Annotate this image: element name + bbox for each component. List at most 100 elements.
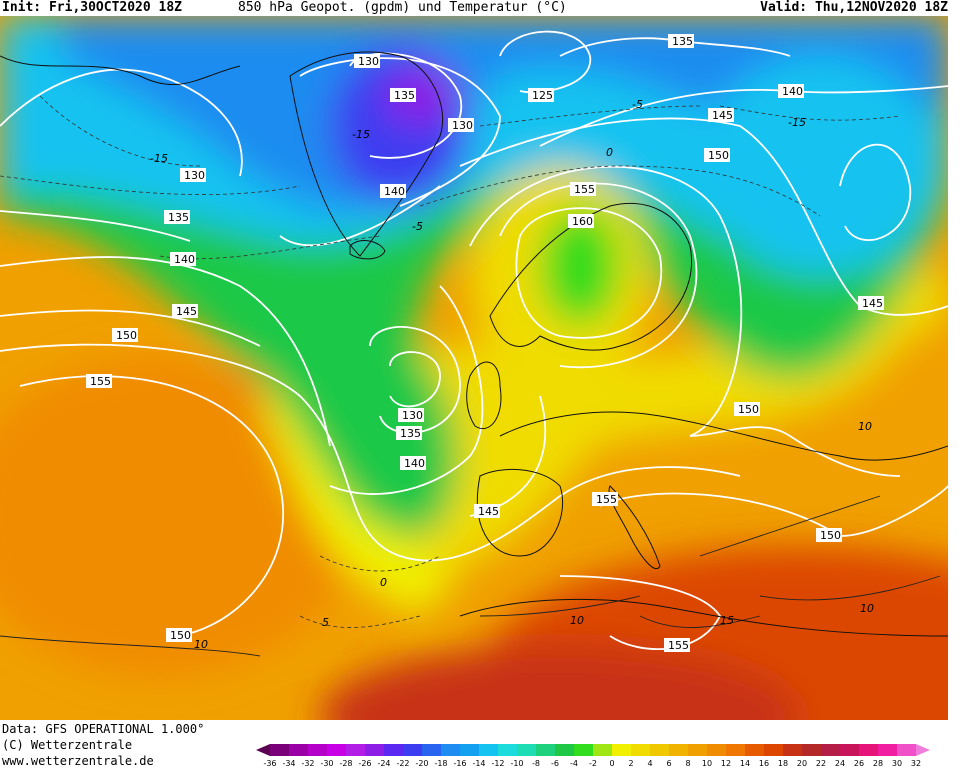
legend-swatch bbox=[764, 744, 783, 756]
isotherm-m15-e bbox=[719, 105, 901, 121]
svg-text:130: 130 bbox=[452, 119, 473, 132]
legend-swatch bbox=[840, 744, 859, 756]
label-140-d: 140 bbox=[400, 456, 426, 470]
isoline-140-n bbox=[279, 185, 441, 247]
svg-text:130: 130 bbox=[184, 169, 205, 182]
legend-tick-label: -30 bbox=[320, 759, 333, 768]
legend-swatch bbox=[517, 744, 536, 756]
isoline-155-w bbox=[19, 375, 284, 637]
isotherm-5-e bbox=[699, 495, 881, 557]
svg-text:150: 150 bbox=[708, 149, 729, 162]
legend-arrow-right bbox=[916, 744, 930, 756]
coast-europe bbox=[499, 411, 948, 461]
label-135-d: 135 bbox=[396, 426, 422, 440]
isoline-140-e bbox=[539, 85, 948, 147]
label-145-c: 145 bbox=[474, 504, 500, 518]
isoline-150-w bbox=[0, 343, 741, 562]
label-160: 160 bbox=[568, 214, 594, 228]
coast-italy bbox=[608, 485, 661, 569]
temp-band-blue bbox=[60, 16, 948, 212]
isotherm-5 bbox=[299, 615, 421, 628]
legend-tick-label: -22 bbox=[396, 759, 409, 768]
svg-text:145: 145 bbox=[712, 109, 733, 122]
legend-swatch bbox=[631, 744, 650, 756]
coast-uk bbox=[466, 361, 502, 429]
legend-tick-label: 24 bbox=[835, 759, 845, 768]
legend-swatch bbox=[308, 744, 327, 756]
isoline-145-w bbox=[0, 309, 261, 347]
legend-swatch bbox=[403, 744, 422, 756]
footer-data-source: Data: GFS OPERATIONAL 1.000° bbox=[2, 722, 205, 736]
legend-tick-label: 10 bbox=[702, 759, 712, 768]
coast-africa bbox=[459, 598, 948, 637]
temperature-labels: -15 -15 -15 -5 -5 0 5 0 10 10 10 10 15 bbox=[150, 98, 874, 651]
svg-text:145: 145 bbox=[862, 297, 883, 310]
legend-tick-label: 32 bbox=[911, 759, 921, 768]
legend-swatch bbox=[897, 744, 916, 756]
legend-tick-label: -16 bbox=[453, 759, 466, 768]
svg-text:145: 145 bbox=[176, 305, 197, 318]
svg-text:155: 155 bbox=[596, 493, 617, 506]
legend-swatch bbox=[726, 744, 745, 756]
svg-text:130: 130 bbox=[402, 409, 423, 422]
svg-text:140: 140 bbox=[782, 85, 803, 98]
legend-tick-label: -12 bbox=[491, 759, 504, 768]
tlabel-5-a: 5 bbox=[322, 616, 329, 629]
legend-swatch bbox=[555, 744, 574, 756]
legend-tick-label: 4 bbox=[647, 759, 652, 768]
legend-tick-label: 12 bbox=[721, 759, 731, 768]
svg-text:135: 135 bbox=[400, 427, 421, 440]
label-130-c: 130 bbox=[180, 168, 206, 182]
label-155-a: 155 bbox=[570, 182, 596, 196]
svg-text:140: 140 bbox=[174, 253, 195, 266]
label-135-b: 135 bbox=[668, 34, 694, 48]
label-150-e: 155 bbox=[664, 638, 690, 652]
legend-swatch bbox=[821, 744, 840, 756]
legend-tick-label: -14 bbox=[472, 759, 485, 768]
legend-tick-label: 14 bbox=[740, 759, 750, 768]
legend-swatch bbox=[650, 744, 669, 756]
coast-greenland bbox=[289, 51, 444, 257]
cold-core-deep bbox=[385, 66, 455, 126]
isoline-130-low bbox=[389, 351, 441, 408]
legend-tick-label: 18 bbox=[778, 759, 788, 768]
coast-iceland bbox=[349, 240, 386, 260]
temperature-color-legend: -36 -34 -32 -30 -28 -26 -24 -22 -20 -18 -16 -14 -12-… bbox=[256, 744, 930, 768]
isoline-155-e bbox=[689, 426, 901, 477]
label-130-d: 130 bbox=[398, 408, 424, 422]
legend-swatch bbox=[688, 744, 707, 756]
label-130-a: 130 bbox=[354, 54, 380, 68]
legend-tick-label: 28 bbox=[873, 759, 883, 768]
legend-swatch bbox=[707, 744, 726, 756]
legend-swatch bbox=[536, 744, 555, 756]
legend-swatch bbox=[878, 744, 897, 756]
tlabel-m15-a: -15 bbox=[150, 152, 168, 165]
label-150-d: 150 bbox=[816, 528, 842, 542]
svg-text:130: 130 bbox=[358, 55, 379, 68]
legend-swatch bbox=[745, 744, 764, 756]
svg-text:155: 155 bbox=[90, 375, 111, 388]
legend-tick-label: -10 bbox=[510, 759, 523, 768]
isotherm-m15-w bbox=[39, 95, 201, 167]
svg-text:135: 135 bbox=[168, 211, 189, 224]
legend-swatch bbox=[441, 744, 460, 756]
label-125: 125 bbox=[528, 88, 554, 102]
isoline-155-n bbox=[499, 182, 698, 369]
legend-swatch bbox=[384, 744, 403, 756]
svg-text:140: 140 bbox=[404, 457, 425, 470]
isoline-ne-ring bbox=[839, 143, 911, 241]
svg-text:150: 150 bbox=[170, 629, 191, 642]
russia-cyan bbox=[700, 56, 940, 276]
isotherm-10-w bbox=[0, 635, 261, 657]
legend-tick-label: -26 bbox=[358, 759, 371, 768]
label-145-a: 145 bbox=[708, 108, 734, 122]
footer-website: www.wetterzentrale.de bbox=[2, 754, 154, 768]
label-145-d: 145 bbox=[858, 296, 884, 310]
legend-swatch bbox=[346, 744, 365, 756]
coast-iberia bbox=[476, 468, 564, 557]
svg-text:135: 135 bbox=[672, 35, 693, 48]
legend-swatch bbox=[422, 744, 441, 756]
label-135-a: 135 bbox=[390, 88, 416, 102]
legend-tick-label: -20 bbox=[415, 759, 428, 768]
